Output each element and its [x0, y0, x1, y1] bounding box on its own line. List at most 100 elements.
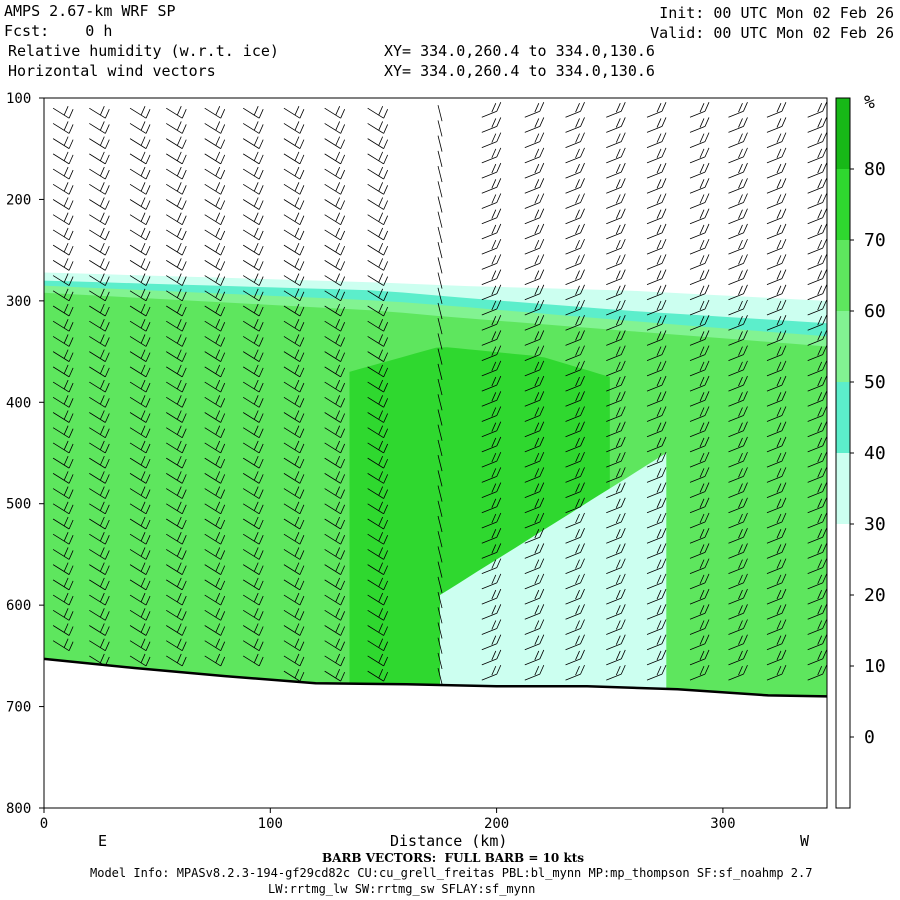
wind-barb [129, 136, 151, 149]
wind-barb [52, 303, 74, 317]
wind-barb [565, 604, 585, 620]
wind-barb [367, 562, 389, 575]
wind-barb [606, 178, 626, 194]
wind-barb [89, 516, 110, 530]
wind-barb [324, 532, 346, 545]
wind-barb [129, 653, 151, 667]
colorbar-band [836, 240, 850, 311]
wind-barb [689, 619, 710, 635]
colorbar-band [836, 98, 850, 169]
wind-barb [204, 455, 226, 469]
wind-barb [89, 440, 110, 454]
wind-barb [89, 121, 110, 134]
wind-barb [324, 577, 346, 591]
wind-barb [524, 345, 545, 362]
wind-barb [524, 588, 545, 605]
wind-barb [324, 349, 346, 362]
wind-barb [166, 501, 187, 515]
wind-barb [89, 623, 110, 636]
wind-barb [807, 193, 828, 209]
y-tick-label: 700 [6, 700, 31, 716]
wind-barb [565, 512, 585, 529]
wind-barb [89, 106, 110, 119]
wind-barb [606, 558, 626, 575]
wind-barb [52, 592, 74, 606]
wind-barb [52, 395, 74, 408]
wind-barb [437, 607, 443, 624]
wind-barb [481, 421, 502, 438]
wind-barb [129, 364, 151, 378]
wind-barb [689, 375, 710, 392]
wind-barb [242, 501, 264, 515]
wind-barb [807, 573, 828, 590]
wind-barb [807, 497, 828, 514]
wind-barb [437, 561, 443, 578]
wind-barb [166, 547, 187, 560]
wind-barb [367, 668, 389, 682]
wind-barb [565, 254, 585, 270]
wind-barb [89, 334, 110, 347]
wind-barb [565, 193, 585, 209]
wind-barb [646, 193, 667, 209]
wind-barb [242, 288, 264, 302]
wind-barb [565, 451, 585, 468]
wind-barb [367, 212, 389, 226]
wind-barb [766, 223, 787, 240]
wind-barb [367, 516, 389, 530]
wind-barb [646, 360, 667, 377]
wind-barb [766, 512, 787, 529]
wind-barb [565, 117, 585, 133]
wind-barb [242, 516, 264, 530]
wind-barb [242, 319, 264, 332]
terrain-layer [43, 657, 828, 808]
wind-barb [437, 257, 443, 274]
wind-barb [437, 272, 443, 289]
wind-barb [367, 501, 389, 515]
wind-barb [646, 604, 667, 620]
terrain-line [43, 657, 828, 698]
wind-barb [324, 562, 346, 575]
wind-barb [565, 482, 585, 498]
wind-barb [89, 166, 110, 180]
wind-barb [646, 497, 667, 514]
wind-barb [204, 288, 226, 302]
wind-barb [166, 471, 187, 484]
wind-barb [89, 273, 110, 286]
wind-barb [524, 147, 545, 164]
wind-barb [565, 208, 585, 225]
wind-barb [204, 516, 226, 530]
wind-barb [766, 573, 787, 590]
wind-barb [766, 558, 787, 575]
wind-barb [129, 166, 151, 180]
wind-barb [242, 410, 264, 423]
wind-barb [283, 623, 305, 636]
wind-barb [52, 638, 74, 652]
wind-barb [437, 637, 443, 654]
wind-barb [606, 254, 626, 270]
wind-barb [565, 178, 585, 194]
wind-barb [766, 528, 787, 544]
wind-barb [606, 345, 626, 362]
wind-barb [565, 360, 585, 377]
wind-barb [606, 102, 626, 118]
wind-barb [524, 436, 545, 453]
wind-barb [524, 573, 545, 590]
wind-barb [324, 425, 346, 439]
wind-barb [242, 486, 264, 499]
wind-barb [565, 421, 585, 438]
wind-barb [166, 440, 187, 454]
wind-barb [565, 284, 585, 301]
wind-barb [204, 532, 226, 545]
wind-barb [766, 634, 787, 651]
wind-barb [807, 132, 828, 149]
wind-barb [242, 364, 264, 378]
wind-barb [689, 558, 710, 575]
wind-barb [129, 258, 151, 271]
wind-barb [52, 532, 74, 545]
wind-barb [524, 391, 545, 407]
wind-barb [524, 649, 545, 666]
wind-barb [166, 334, 187, 347]
wind-barb [129, 395, 151, 408]
wind-barb [481, 147, 502, 164]
wind-barb [481, 375, 502, 392]
